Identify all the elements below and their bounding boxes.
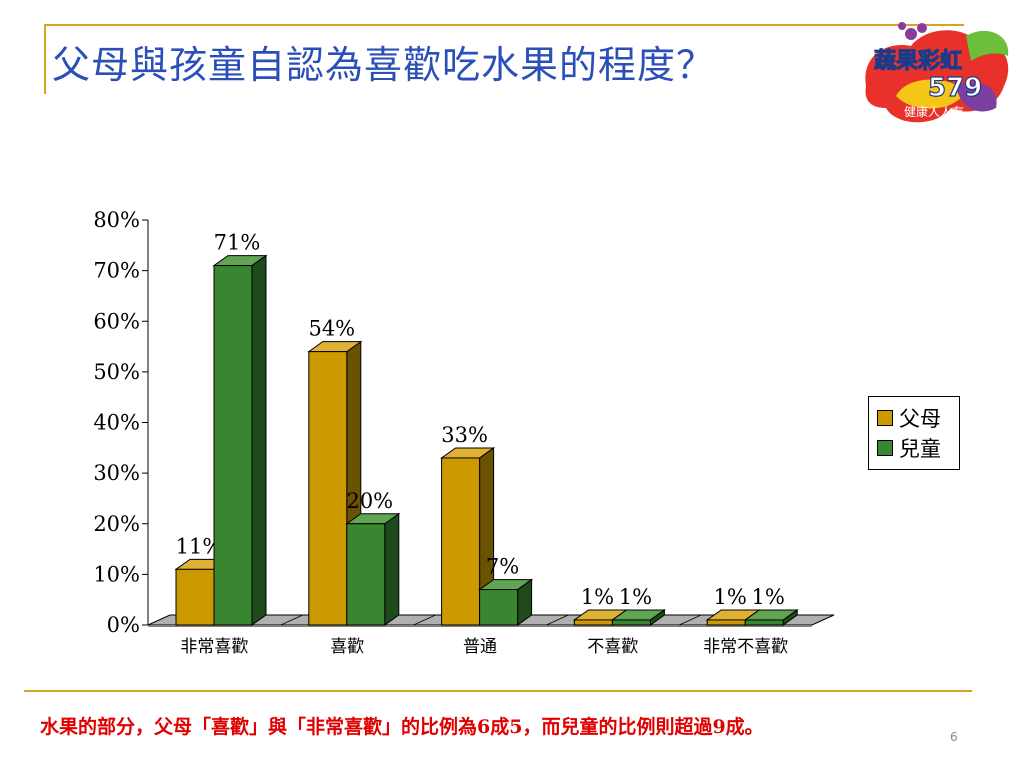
legend-label-parent: 父母: [899, 407, 941, 431]
y-tick-label: 0%: [107, 613, 140, 637]
bar-side: [384, 512, 400, 626]
top-rule: [44, 24, 964, 26]
bar: [479, 589, 519, 626]
y-tick-label: 40%: [93, 411, 140, 435]
bar: [346, 523, 386, 626]
floor-divider: [546, 614, 569, 626]
bar: [441, 457, 481, 626]
bar: [175, 568, 215, 626]
x-tick-label: 非常喜歡: [180, 637, 248, 657]
floor-divider: [679, 614, 702, 626]
logo-line3: 健康人人有: [904, 104, 964, 119]
logo-purple-shape: [956, 82, 997, 112]
floor-divider: [280, 614, 303, 626]
x-tick-label: 非常不喜歡: [703, 637, 788, 657]
data-label: 1%: [714, 585, 747, 609]
y-tick-label: 60%: [93, 309, 140, 333]
x-tick-label: 喜歡: [330, 637, 364, 657]
y-tick-label: 30%: [93, 461, 140, 485]
chart-legend: 父母 兒童: [868, 396, 960, 470]
logo: 蔬果彩虹 579 健康人人有: [865, 22, 1009, 123]
logo-grape-dot: [917, 23, 927, 33]
logo-yellow-shape: [896, 79, 966, 109]
legend-swatch-parent: [877, 410, 893, 426]
floor-divider: [413, 614, 436, 626]
data-label: 71%: [214, 231, 261, 255]
bottom-rule: [24, 690, 972, 692]
legend-item-parent: 父母: [877, 403, 951, 433]
x-tick-label: 普通: [463, 637, 497, 657]
left-rule: [44, 24, 46, 94]
y-tick-label: 10%: [93, 562, 140, 586]
legend-item-child: 兒童: [877, 433, 951, 463]
logo-leaf-shape: [966, 30, 1009, 61]
data-label: 1%: [581, 585, 614, 609]
bar: [611, 619, 651, 626]
data-label: 20%: [346, 489, 393, 513]
logo-line2: 579: [928, 73, 982, 103]
y-tick-label: 80%: [93, 208, 140, 232]
bar: [706, 619, 746, 626]
data-label: 1%: [619, 585, 652, 609]
legend-swatch-child: [877, 440, 893, 456]
logo-grape-dot: [905, 28, 917, 40]
bar: [573, 619, 613, 626]
logo-grape-dot: [898, 22, 906, 30]
data-label: 33%: [441, 423, 488, 447]
x-tick-label: 不喜歡: [587, 637, 638, 657]
summary-note: 水果的部分，父母「喜歡」與「非常喜歡」的比例為6成5，而兒童的比例則超過9成。: [40, 716, 764, 738]
bar: [213, 265, 253, 626]
bar-side: [251, 254, 267, 626]
bar: [744, 619, 784, 626]
data-label: 1%: [752, 585, 785, 609]
slide-title: 父母與孩童自認為喜歡吃水果的程度？: [52, 43, 716, 87]
y-tick-label: 70%: [93, 259, 140, 283]
page-number: 6: [950, 730, 958, 744]
logo-line1: 蔬果彩虹: [874, 49, 962, 74]
y-tick-label: 50%: [93, 360, 140, 384]
data-label: 54%: [308, 317, 355, 341]
legend-label-child: 兒童: [899, 437, 941, 461]
bar: [308, 351, 348, 626]
data-label: 7%: [486, 555, 519, 579]
y-tick-label: 20%: [93, 512, 140, 536]
